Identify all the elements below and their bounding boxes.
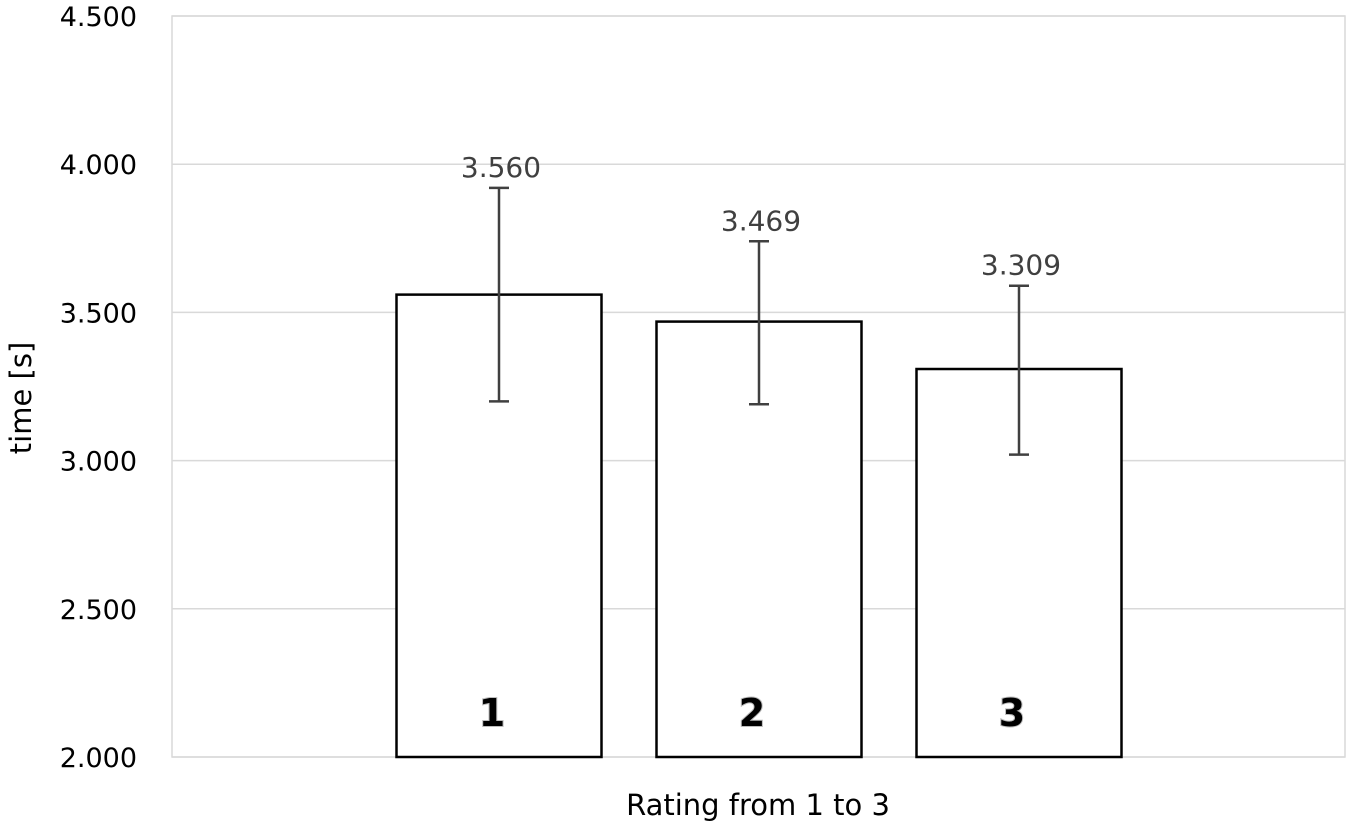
y-tick-label: 3.000 xyxy=(60,447,137,478)
category-label: 1 xyxy=(479,691,505,735)
data-label: 3.309 xyxy=(981,249,1061,282)
labels-layer: 3.560 1 3.469 2 3.309 3 xyxy=(461,151,1061,736)
x-axis-title: Rating from 1 to 3 xyxy=(626,788,890,822)
y-tick-label: 2.500 xyxy=(60,595,137,626)
y-tick-label: 4.500 xyxy=(60,2,137,33)
error-bars-layer xyxy=(489,186,1029,456)
data-label: 3.560 xyxy=(461,151,541,184)
y-axis-title: time [s] xyxy=(4,342,38,454)
category-label: 3 xyxy=(999,691,1025,735)
data-label: 3.469 xyxy=(721,204,801,237)
y-tick-label: 2.000 xyxy=(60,743,137,774)
y-tick-label: 4.000 xyxy=(60,150,137,181)
y-tick-label: 3.500 xyxy=(60,298,137,329)
axis-layer: 2.000 2.500 3.000 3.500 4.000 4.500 xyxy=(60,2,137,774)
category-label: 2 xyxy=(739,691,765,735)
